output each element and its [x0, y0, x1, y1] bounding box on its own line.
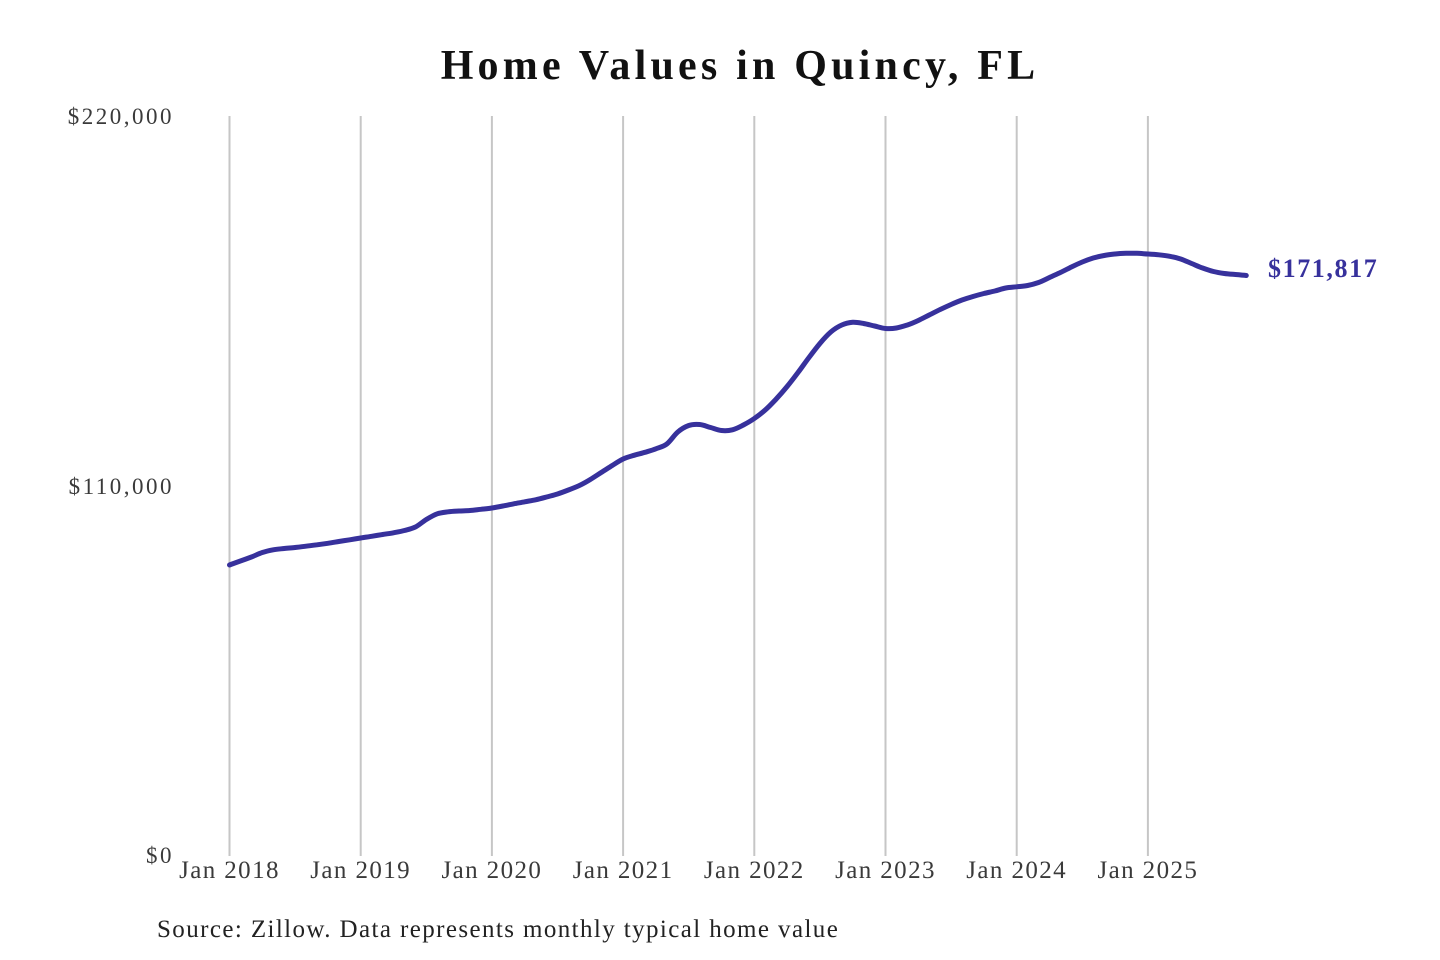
svg-text:$0: $0 [146, 843, 174, 868]
svg-text:$171,817: $171,817 [1268, 254, 1378, 283]
svg-text:Home Values in Quincy, FL: Home Values in Quincy, FL [441, 43, 1040, 89]
svg-text:Source: Zillow. Data represent: Source: Zillow. Data represents monthly … [157, 916, 839, 943]
svg-text:Jan 2018: Jan 2018 [179, 857, 280, 884]
svg-text:Jan 2019: Jan 2019 [310, 857, 411, 884]
svg-text:Jan 2022: Jan 2022 [704, 857, 805, 884]
svg-text:Jan 2025: Jan 2025 [1098, 857, 1199, 884]
svg-text:Jan 2020: Jan 2020 [442, 857, 543, 884]
svg-text:Jan 2021: Jan 2021 [573, 857, 674, 884]
svg-text:$110,000: $110,000 [69, 474, 174, 499]
svg-text:Jan 2023: Jan 2023 [835, 857, 936, 884]
svg-text:$220,000: $220,000 [68, 104, 174, 129]
svg-text:Jan 2024: Jan 2024 [966, 857, 1067, 884]
